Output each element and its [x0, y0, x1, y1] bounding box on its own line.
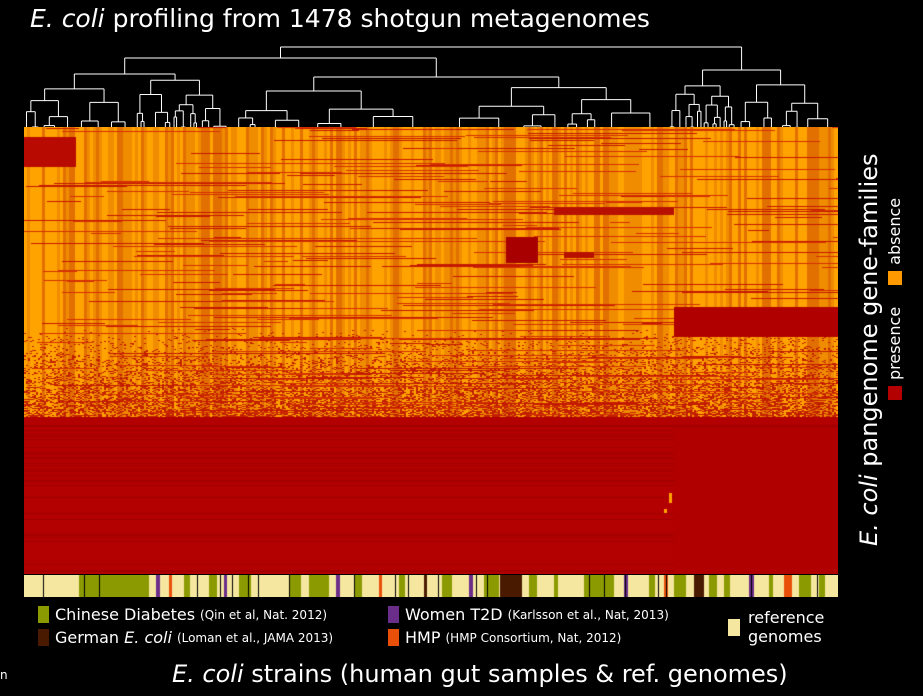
women-t2d-swatch	[388, 606, 399, 623]
legend-women-t2d: Women T2D (Karlsson et al., Nat, 2013)	[388, 605, 669, 624]
legend-hmp: HMP (HMP Consortium, Nat, 2012)	[388, 628, 621, 647]
presence-label: presence	[885, 306, 904, 380]
column-dendrogram	[24, 46, 837, 128]
value-legend: presence absence	[885, 198, 904, 400]
chart-title: E. coli profiling from 1478 shotgun meta…	[30, 4, 650, 33]
x-axis-label: E. coli strains (human gut samples & ref…	[172, 660, 788, 688]
legend-reference-genomes: reference genomes	[728, 608, 824, 646]
legend-german-ecoli: German E. coli (Loman et al., JAMA 2013)	[38, 628, 333, 647]
y-axis-label: E. coli pangenome gene-families	[855, 153, 883, 546]
heatmap-matrix	[24, 127, 838, 574]
absence-swatch	[887, 270, 902, 285]
corner-text: n	[0, 668, 8, 682]
absence-label: absence	[885, 197, 904, 265]
hmp-swatch	[388, 629, 399, 646]
reference-genomes-swatch	[728, 618, 740, 636]
presence-swatch	[887, 386, 902, 400]
chinese-diabetes-swatch	[38, 606, 49, 623]
legend-chinese-diabetes: Chinese Diabetes (Qin et al, Nat. 2012)	[38, 605, 327, 624]
german-ecoli-swatch	[38, 629, 49, 646]
sample-group-bar	[24, 575, 838, 597]
